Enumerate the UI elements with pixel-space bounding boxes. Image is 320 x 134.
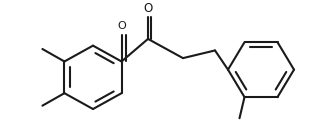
Text: O: O — [143, 2, 153, 15]
Text: O: O — [117, 21, 126, 31]
